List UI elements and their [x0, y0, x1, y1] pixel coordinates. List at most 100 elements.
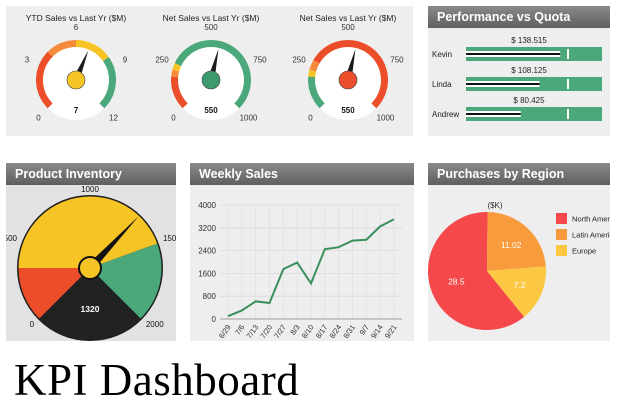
performance-chart: $ 138.515 Kevin $ 108.125 Linda $ 80.425 Andr… [432, 36, 608, 134]
perf-row-label: Andrew [432, 110, 459, 119]
gauge-hub [66, 70, 86, 90]
weekly-x-tick: 6/29 [217, 323, 233, 340]
perf-value-line [466, 53, 561, 55]
inventory-panel: Product Inventory 0 500 1000 1500 2000 1320 [6, 163, 176, 341]
inventory-gauge: 0 500 1000 1500 2000 1320 [6, 185, 176, 341]
weekly-x-tick: 8/10 [300, 323, 316, 340]
inventory-sector [39, 268, 141, 340]
perf-axis-tick: 200 [597, 127, 608, 134]
inventory-sector [18, 196, 90, 268]
region-legend-label: North America [572, 215, 610, 224]
weekly-y-tick: 3200 [198, 224, 216, 233]
gauge-band [47, 40, 77, 57]
region-pie-slice [487, 266, 546, 317]
region-legend-label: Europe [572, 247, 596, 256]
gauges-panel: YTD Sales vs Last Yr ($M) 0 3 6 9 12 7 Net Sale… [6, 6, 413, 136]
region-pie-slice [487, 212, 546, 271]
gauge-band [308, 76, 325, 109]
perf-axis-tick: 50 [496, 127, 504, 134]
weekly-x-tick: 9/14 [369, 323, 385, 340]
gauge-tick-label: 1000 [377, 113, 395, 122]
perf-value-label: $ 80.425 [513, 96, 545, 105]
gauge-tick-label: 12 [109, 113, 118, 122]
weekly-y-tick: 1600 [198, 269, 216, 278]
perf-value-label: $ 108.125 [511, 66, 547, 75]
weekly-y-tick: 800 [203, 292, 217, 301]
perf-axis-tick: 0 [464, 127, 468, 134]
region-chart-title: ($K) [487, 201, 502, 210]
region-slice-label: 11.02 [501, 240, 522, 250]
weekly-title: Weekly Sales [190, 163, 414, 185]
page-title: KPI Dashboard [14, 355, 300, 405]
inventory-tick-label: 500 [6, 234, 18, 243]
gauge-band [75, 40, 109, 62]
perf-row-label: Kevin [432, 50, 452, 59]
perf-target-marker [567, 109, 569, 119]
inventory-value-label: 1320 [81, 304, 100, 314]
region-legend-swatch [556, 245, 567, 256]
gauge-value-label: 550 [204, 106, 218, 115]
inventory-sector [90, 243, 162, 319]
region-slice-label: 7.2 [514, 280, 526, 290]
performance-title: Performance vs Quota [428, 6, 610, 28]
gauge-tick-label: 1000 [240, 113, 258, 122]
gauge-band [309, 60, 320, 72]
region-chart: ($K) 28.5 11.02 7.2 North America Latin Ameri… [428, 201, 610, 330]
perf-axis-tick: 150 [563, 127, 574, 134]
gauge-tick-label: 750 [390, 56, 404, 65]
weekly-x-tick: 7/27 [272, 323, 288, 340]
perf-target-marker [567, 49, 569, 59]
gauge-band [313, 40, 388, 109]
gauge-value-label: 550 [341, 106, 355, 115]
inventory-sector [18, 268, 90, 319]
perf-target-marker [567, 79, 569, 89]
inventory-tick-label: 1500 [163, 234, 176, 243]
gauge-band [308, 69, 317, 78]
weekly-x-tick: 8/31 [341, 323, 357, 340]
gauge-band [171, 76, 188, 109]
inventory-tick-label: 2000 [146, 320, 164, 329]
inventory-needle [87, 216, 139, 271]
gauge-hub [338, 70, 358, 90]
weekly-x-tick: 8/24 [328, 323, 344, 340]
gauge-hub [201, 70, 221, 90]
weekly-y-tick: 4000 [198, 201, 216, 210]
gauge-tick-label: 9 [123, 56, 128, 65]
region-panel: Purchases by Region ($K) 28.5 11.02 7.2 Nort… [428, 163, 610, 341]
gauge-band [172, 63, 182, 72]
gauge-title: Net Sales vs Last Yr ($M) [163, 13, 260, 23]
weekly-x-tick: 9/21 [383, 323, 399, 340]
weekly-series-line [227, 218, 395, 318]
weekly-x-tick: 7/20 [258, 323, 274, 340]
region-title: Purchases by Region [428, 163, 610, 185]
gauge-band [99, 57, 116, 109]
gauge-tick-label: 500 [204, 23, 218, 32]
region-slice-label: 28.5 [448, 277, 465, 287]
perf-value-line [466, 113, 521, 115]
region-legend-swatch [556, 229, 567, 240]
gauge-tick-label: 0 [308, 113, 313, 122]
perf-value-line [466, 83, 540, 85]
region-pie-slice [428, 212, 525, 330]
gauge-tick-label: 6 [74, 23, 79, 32]
gauges-svg: YTD Sales vs Last Yr ($M) 0 3 6 9 12 7 Net Sale… [25, 13, 404, 122]
weekly-y-tick: 2400 [198, 247, 216, 256]
gauge-title: YTD Sales vs Last Yr ($M) [26, 13, 127, 23]
gauge-tick-label: 0 [171, 113, 176, 122]
perf-axis-tick: 100 [529, 127, 540, 134]
gauge-tick-label: 0 [36, 113, 41, 122]
inventory-title: Product Inventory [6, 163, 176, 185]
region-legend-label: Latin America [572, 231, 610, 240]
gauge-band [171, 69, 180, 78]
inventory-tick-label: 1000 [81, 185, 99, 194]
performance-panel: Performance vs Quota $ 138.515 Kevin $ 108… [428, 6, 610, 136]
gauge-title: Net Sales vs Last Yr ($M) [300, 13, 397, 23]
gauge-tick-label: 750 [253, 56, 267, 65]
gauge-tick-label: 3 [25, 56, 30, 65]
gauge-band [36, 51, 53, 109]
gauge-tick-label: 250 [155, 56, 169, 65]
gauge-tick-label: 500 [341, 23, 355, 32]
gauge-tick-label: 250 [292, 56, 306, 65]
weekly-x-tick: 7/13 [245, 323, 261, 340]
